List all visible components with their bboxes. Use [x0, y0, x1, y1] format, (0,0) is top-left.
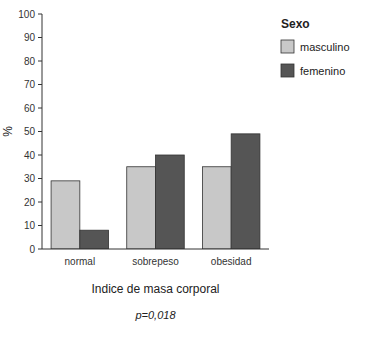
y-tick-label: 30 — [24, 173, 36, 184]
y-tick-label: 60 — [24, 103, 36, 114]
y-tick — [38, 202, 42, 203]
legend-title: Sexo — [281, 17, 310, 31]
y-tick — [38, 225, 42, 226]
y-tick-label: 80 — [24, 56, 36, 67]
y-tick — [38, 14, 42, 15]
x-axis-label: Indice de masa corporal — [91, 282, 219, 296]
y-tick — [38, 61, 42, 62]
bar — [80, 230, 109, 249]
y-tick-label: 40 — [24, 150, 36, 161]
x-tick-label: obesidad — [211, 256, 252, 267]
y-tick-label: 70 — [24, 79, 36, 90]
y-tick — [38, 84, 42, 85]
bar — [127, 167, 156, 249]
x-tick-label: sobrepeso — [132, 256, 179, 267]
y-axis-label: % — [1, 126, 15, 137]
y-tick — [38, 131, 42, 132]
y-tick — [38, 249, 42, 250]
x-tick-label: normal — [65, 256, 96, 267]
y-tick — [38, 178, 42, 179]
legend: Sexo masculino femenino — [281, 17, 350, 77]
x-axis-line — [42, 249, 269, 250]
y-tick — [38, 37, 42, 38]
chart-container: 0 10 20 30 40 50 60 70 80 90 100 normal sobrepeso obe… — [0, 0, 365, 341]
y-tick-label: 0 — [29, 244, 35, 255]
bars — [51, 134, 260, 249]
chart: 0 10 20 30 40 50 60 70 80 90 100 normal sobrepeso obe… — [0, 0, 365, 341]
y-tick — [38, 108, 42, 109]
y-tick-label: 100 — [18, 9, 35, 20]
y-tick-label: 50 — [24, 126, 36, 137]
y-tick-label: 10 — [24, 220, 36, 231]
y-tick-label: 20 — [24, 197, 36, 208]
legend-swatch — [281, 40, 294, 53]
bar — [156, 155, 185, 249]
y-tick-label: 90 — [24, 32, 36, 43]
bar — [51, 181, 80, 249]
bar — [202, 167, 231, 249]
legend-label: masculino — [300, 41, 350, 53]
y-tick — [38, 155, 42, 156]
legend-swatch — [281, 64, 294, 77]
legend-label: femenino — [300, 65, 345, 77]
bar — [231, 134, 260, 249]
annotation: p=0,018 — [134, 309, 176, 321]
